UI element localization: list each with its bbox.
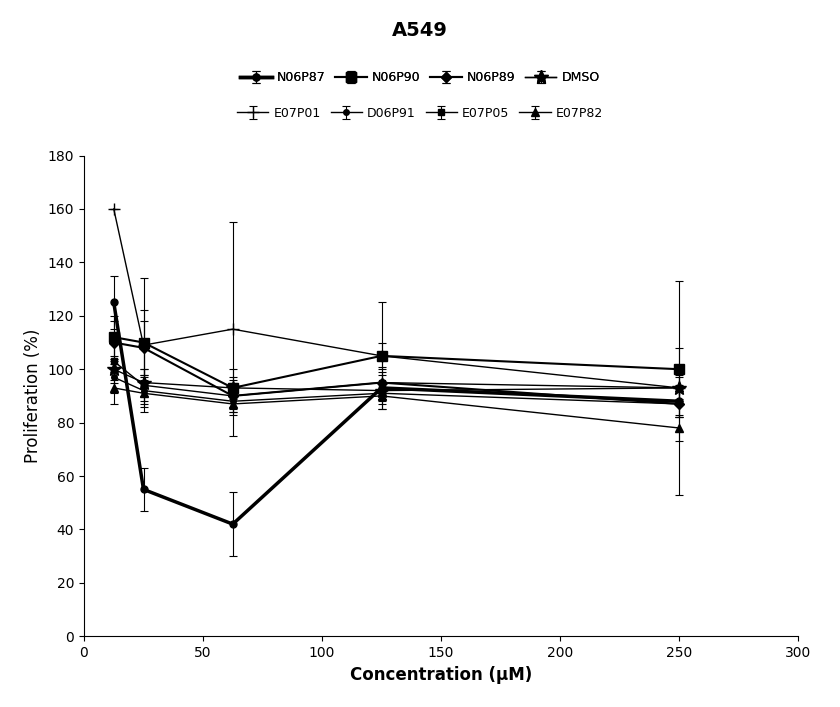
Legend: E07P01, D06P91, E07P05, E07P82: E07P01, D06P91, E07P05, E07P82 <box>232 102 608 124</box>
X-axis label: Concentration (μM): Concentration (μM) <box>350 665 532 684</box>
Y-axis label: Proliferation (%): Proliferation (%) <box>24 329 42 463</box>
Text: A549: A549 <box>392 21 448 40</box>
Legend: N06P87, N06P90, N06P89, DMSO: N06P87, N06P90, N06P89, DMSO <box>235 66 605 89</box>
